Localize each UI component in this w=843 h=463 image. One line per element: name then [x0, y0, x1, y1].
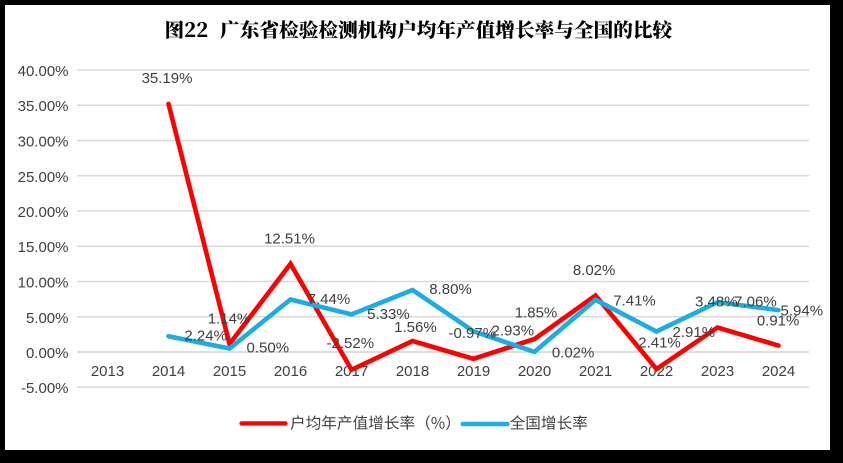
svg-text:2.91%: 2.91%: [673, 324, 716, 341]
svg-text:7.06%: 7.06%: [734, 294, 777, 311]
svg-text:1.56%: 1.56%: [394, 319, 437, 336]
svg-text:2014: 2014: [152, 363, 185, 380]
svg-text:-2.52%: -2.52%: [327, 335, 375, 352]
svg-text:2013: 2013: [91, 363, 124, 380]
svg-text:2015: 2015: [213, 363, 246, 380]
svg-text:5.94%: 5.94%: [781, 302, 824, 319]
svg-text:2.24%: 2.24%: [184, 328, 227, 345]
svg-text:25.00%: 25.00%: [18, 169, 69, 186]
svg-text:7.41%: 7.41%: [613, 292, 656, 309]
svg-text:2.93%: 2.93%: [492, 322, 535, 339]
svg-text:2020: 2020: [518, 363, 551, 380]
svg-text:8.80%: 8.80%: [429, 281, 472, 298]
svg-text:-0.97%: -0.97%: [449, 325, 497, 342]
svg-text:-5.00%: -5.00%: [21, 380, 69, 397]
svg-text:2019: 2019: [457, 363, 490, 380]
svg-text:2021: 2021: [579, 363, 612, 380]
svg-text:8.02%: 8.02%: [573, 262, 616, 279]
svg-text:1.14%: 1.14%: [208, 311, 251, 328]
svg-text:-2.41%: -2.41%: [633, 334, 681, 351]
svg-text:35.19%: 35.19%: [142, 70, 193, 87]
svg-text:0.02%: 0.02%: [552, 344, 595, 361]
svg-text:0.00%: 0.00%: [26, 345, 69, 362]
svg-text:5.00%: 5.00%: [26, 310, 69, 327]
svg-text:2023: 2023: [701, 363, 734, 380]
svg-text:20.00%: 20.00%: [18, 204, 69, 221]
svg-text:10.00%: 10.00%: [18, 275, 69, 292]
svg-text:3.48%: 3.48%: [695, 294, 738, 311]
svg-text:0.91%: 0.91%: [757, 313, 800, 330]
svg-text:40.00%: 40.00%: [18, 63, 69, 80]
svg-text:2018: 2018: [396, 363, 429, 380]
svg-text:2024: 2024: [762, 363, 795, 380]
svg-text:15.00%: 15.00%: [18, 239, 69, 256]
svg-text:2016: 2016: [274, 363, 307, 380]
svg-text:0.50%: 0.50%: [247, 340, 290, 357]
svg-text:35.00%: 35.00%: [18, 98, 69, 115]
svg-text:1.85%: 1.85%: [515, 305, 558, 322]
svg-text:7.44%: 7.44%: [308, 291, 351, 308]
svg-text:5.33%: 5.33%: [367, 306, 410, 323]
svg-text:30.00%: 30.00%: [18, 134, 69, 151]
svg-text:12.51%: 12.51%: [264, 231, 315, 248]
